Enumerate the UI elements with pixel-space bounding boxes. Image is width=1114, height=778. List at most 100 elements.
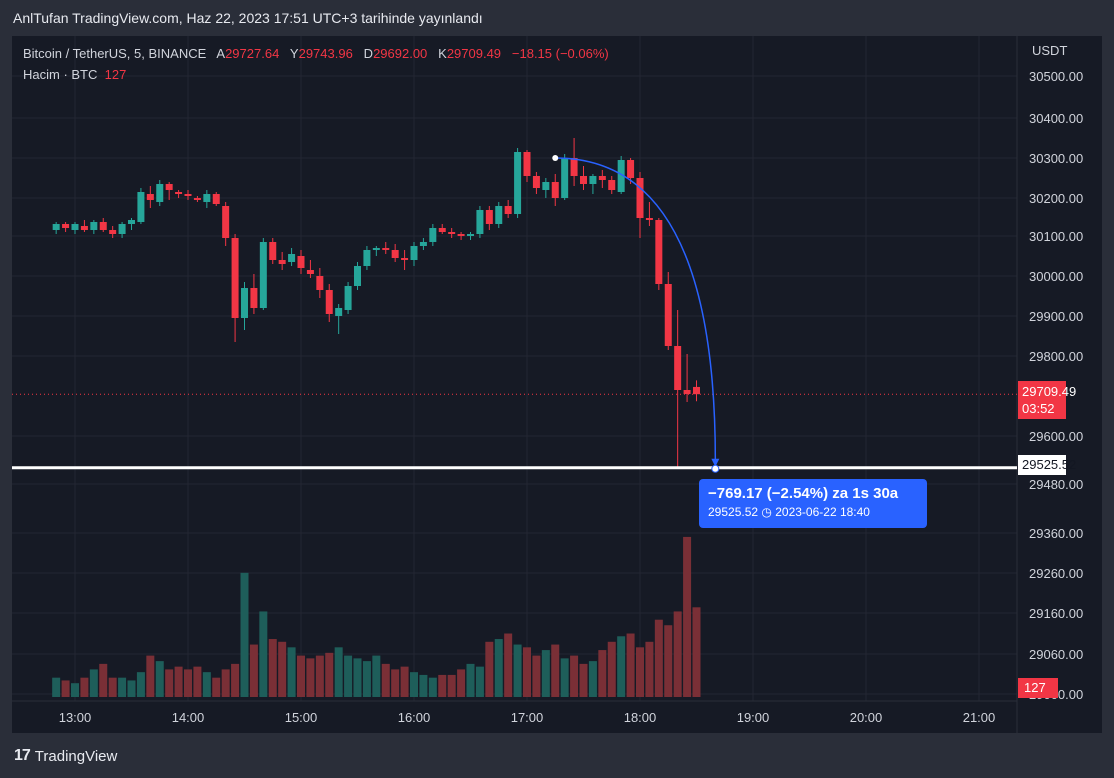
candle-body — [457, 234, 465, 236]
candle-body — [645, 218, 653, 220]
volume-legend-value: 127 — [104, 67, 127, 82]
volume-bar — [89, 669, 98, 697]
tradingview-logo[interactable]: 17 TradingView — [14, 747, 117, 765]
volume-bar — [240, 572, 249, 697]
candle-body — [542, 182, 550, 190]
volume-bar — [400, 666, 409, 697]
volume-bar — [372, 655, 381, 697]
candle-body — [429, 228, 437, 242]
candle-body — [467, 234, 474, 236]
candle-body — [485, 210, 493, 224]
volume-bar — [428, 677, 437, 697]
time-tick-label: 15:00 — [285, 710, 318, 725]
candle-body — [683, 390, 691, 394]
chart-area[interactable]: 30500.00 30400.00 30300.00 30200.00 30100.00… — [12, 36, 1102, 733]
volume-bar — [80, 677, 89, 697]
candle-body — [62, 224, 70, 228]
volume-bar — [297, 655, 305, 697]
candle-body — [118, 224, 126, 234]
candle-body — [664, 284, 672, 346]
candle-body — [523, 152, 531, 176]
volume-bar — [165, 669, 174, 697]
volume-bar — [457, 669, 466, 697]
volume-bar — [146, 655, 155, 697]
volume-bar — [551, 644, 560, 697]
time-tick-label: 14:00 — [172, 710, 205, 725]
last-price-badge: 29709.49 03:52 — [1018, 381, 1076, 419]
volume-badge: 127 — [1018, 678, 1058, 698]
candle-body — [627, 160, 635, 178]
volume-bar — [475, 666, 484, 697]
symbol-title[interactable]: Bitcoin / TetherUS, 5, BINANCE — [23, 46, 207, 61]
candle-body — [297, 256, 305, 268]
measure-arrow-head — [711, 458, 720, 467]
candle-body — [372, 248, 380, 250]
measure-arrow-curve — [555, 157, 717, 460]
candle-body — [391, 250, 399, 258]
volume-bar — [532, 655, 541, 697]
candle-body — [636, 178, 644, 218]
measure-details: 29525.52 ◷ 2023-06-22 18:40 — [708, 505, 918, 519]
high-value: 29743.96 — [298, 46, 353, 61]
volume-bar — [607, 641, 616, 697]
volume-bar — [353, 658, 362, 697]
time-tick-label: 17:00 — [511, 710, 544, 725]
candle-body — [71, 224, 79, 230]
candle-body — [693, 386, 700, 395]
open-value: 29727.64 — [225, 46, 280, 61]
price-tick-label: 29480.00 — [1029, 477, 1083, 492]
volume-bar — [645, 641, 654, 697]
publish-line: AnlTufan TradingView.com, Haz 22, 2023 1… — [13, 10, 483, 26]
currency-unit[interactable]: USDT — [1032, 43, 1068, 58]
candle-body — [448, 232, 456, 234]
candle-body — [99, 222, 107, 230]
volume-bar — [654, 619, 663, 697]
candle-body — [80, 226, 88, 230]
candle-body — [250, 288, 258, 308]
price-tick-label: 30500.00 — [1029, 69, 1083, 84]
candle-body — [241, 288, 248, 318]
candle-body — [476, 210, 484, 234]
volume-bar — [466, 663, 475, 697]
volume-bar — [184, 669, 192, 697]
volume-bar — [334, 647, 343, 697]
volume-bar — [193, 666, 202, 697]
open-key: A — [216, 46, 226, 61]
candle-body — [146, 194, 154, 200]
volume-bar — [636, 647, 644, 697]
low-value: 29692.00 — [373, 46, 428, 61]
candle-body — [137, 192, 145, 222]
candle-body — [278, 260, 286, 264]
candle-body — [580, 176, 587, 184]
volume-bar — [579, 663, 588, 697]
low-key: D — [363, 46, 374, 61]
volume-bar — [494, 639, 503, 697]
volume-bar — [52, 677, 61, 697]
candle-body — [335, 308, 343, 316]
volume-label[interactable]: Hacim · BTC — [23, 67, 98, 82]
volume-bar — [268, 639, 277, 697]
candle-body — [354, 266, 361, 286]
high-key: Y — [289, 46, 299, 61]
candle-body — [269, 242, 277, 260]
volume-bar — [673, 611, 682, 697]
ohlc-legend: Bitcoin / TetherUS, 5, BINANCE A29727.64… — [23, 46, 609, 61]
volume-bar — [278, 641, 287, 697]
tv-logo-icon: 17 — [14, 747, 31, 764]
candle-body — [514, 152, 522, 214]
volume-bar — [249, 644, 258, 697]
volume-bar — [664, 625, 673, 697]
volume-bar — [136, 672, 145, 697]
candle-body — [193, 198, 201, 200]
volume-bar — [155, 661, 164, 697]
volume-bar — [626, 633, 635, 697]
price-tick-label: 29060.00 — [1029, 647, 1083, 662]
volume-bar — [325, 652, 334, 697]
candle-body — [598, 176, 606, 180]
candle-body — [222, 206, 230, 238]
chart-canvas[interactable]: 30500.00 30400.00 30300.00 30200.00 30100.00… — [12, 36, 1102, 733]
volume-bar — [108, 677, 117, 697]
close-value: 29709.49 — [446, 46, 502, 61]
price-tick-label: 30400.00 — [1029, 111, 1083, 126]
price-tick-label: 30300.00 — [1029, 151, 1083, 166]
